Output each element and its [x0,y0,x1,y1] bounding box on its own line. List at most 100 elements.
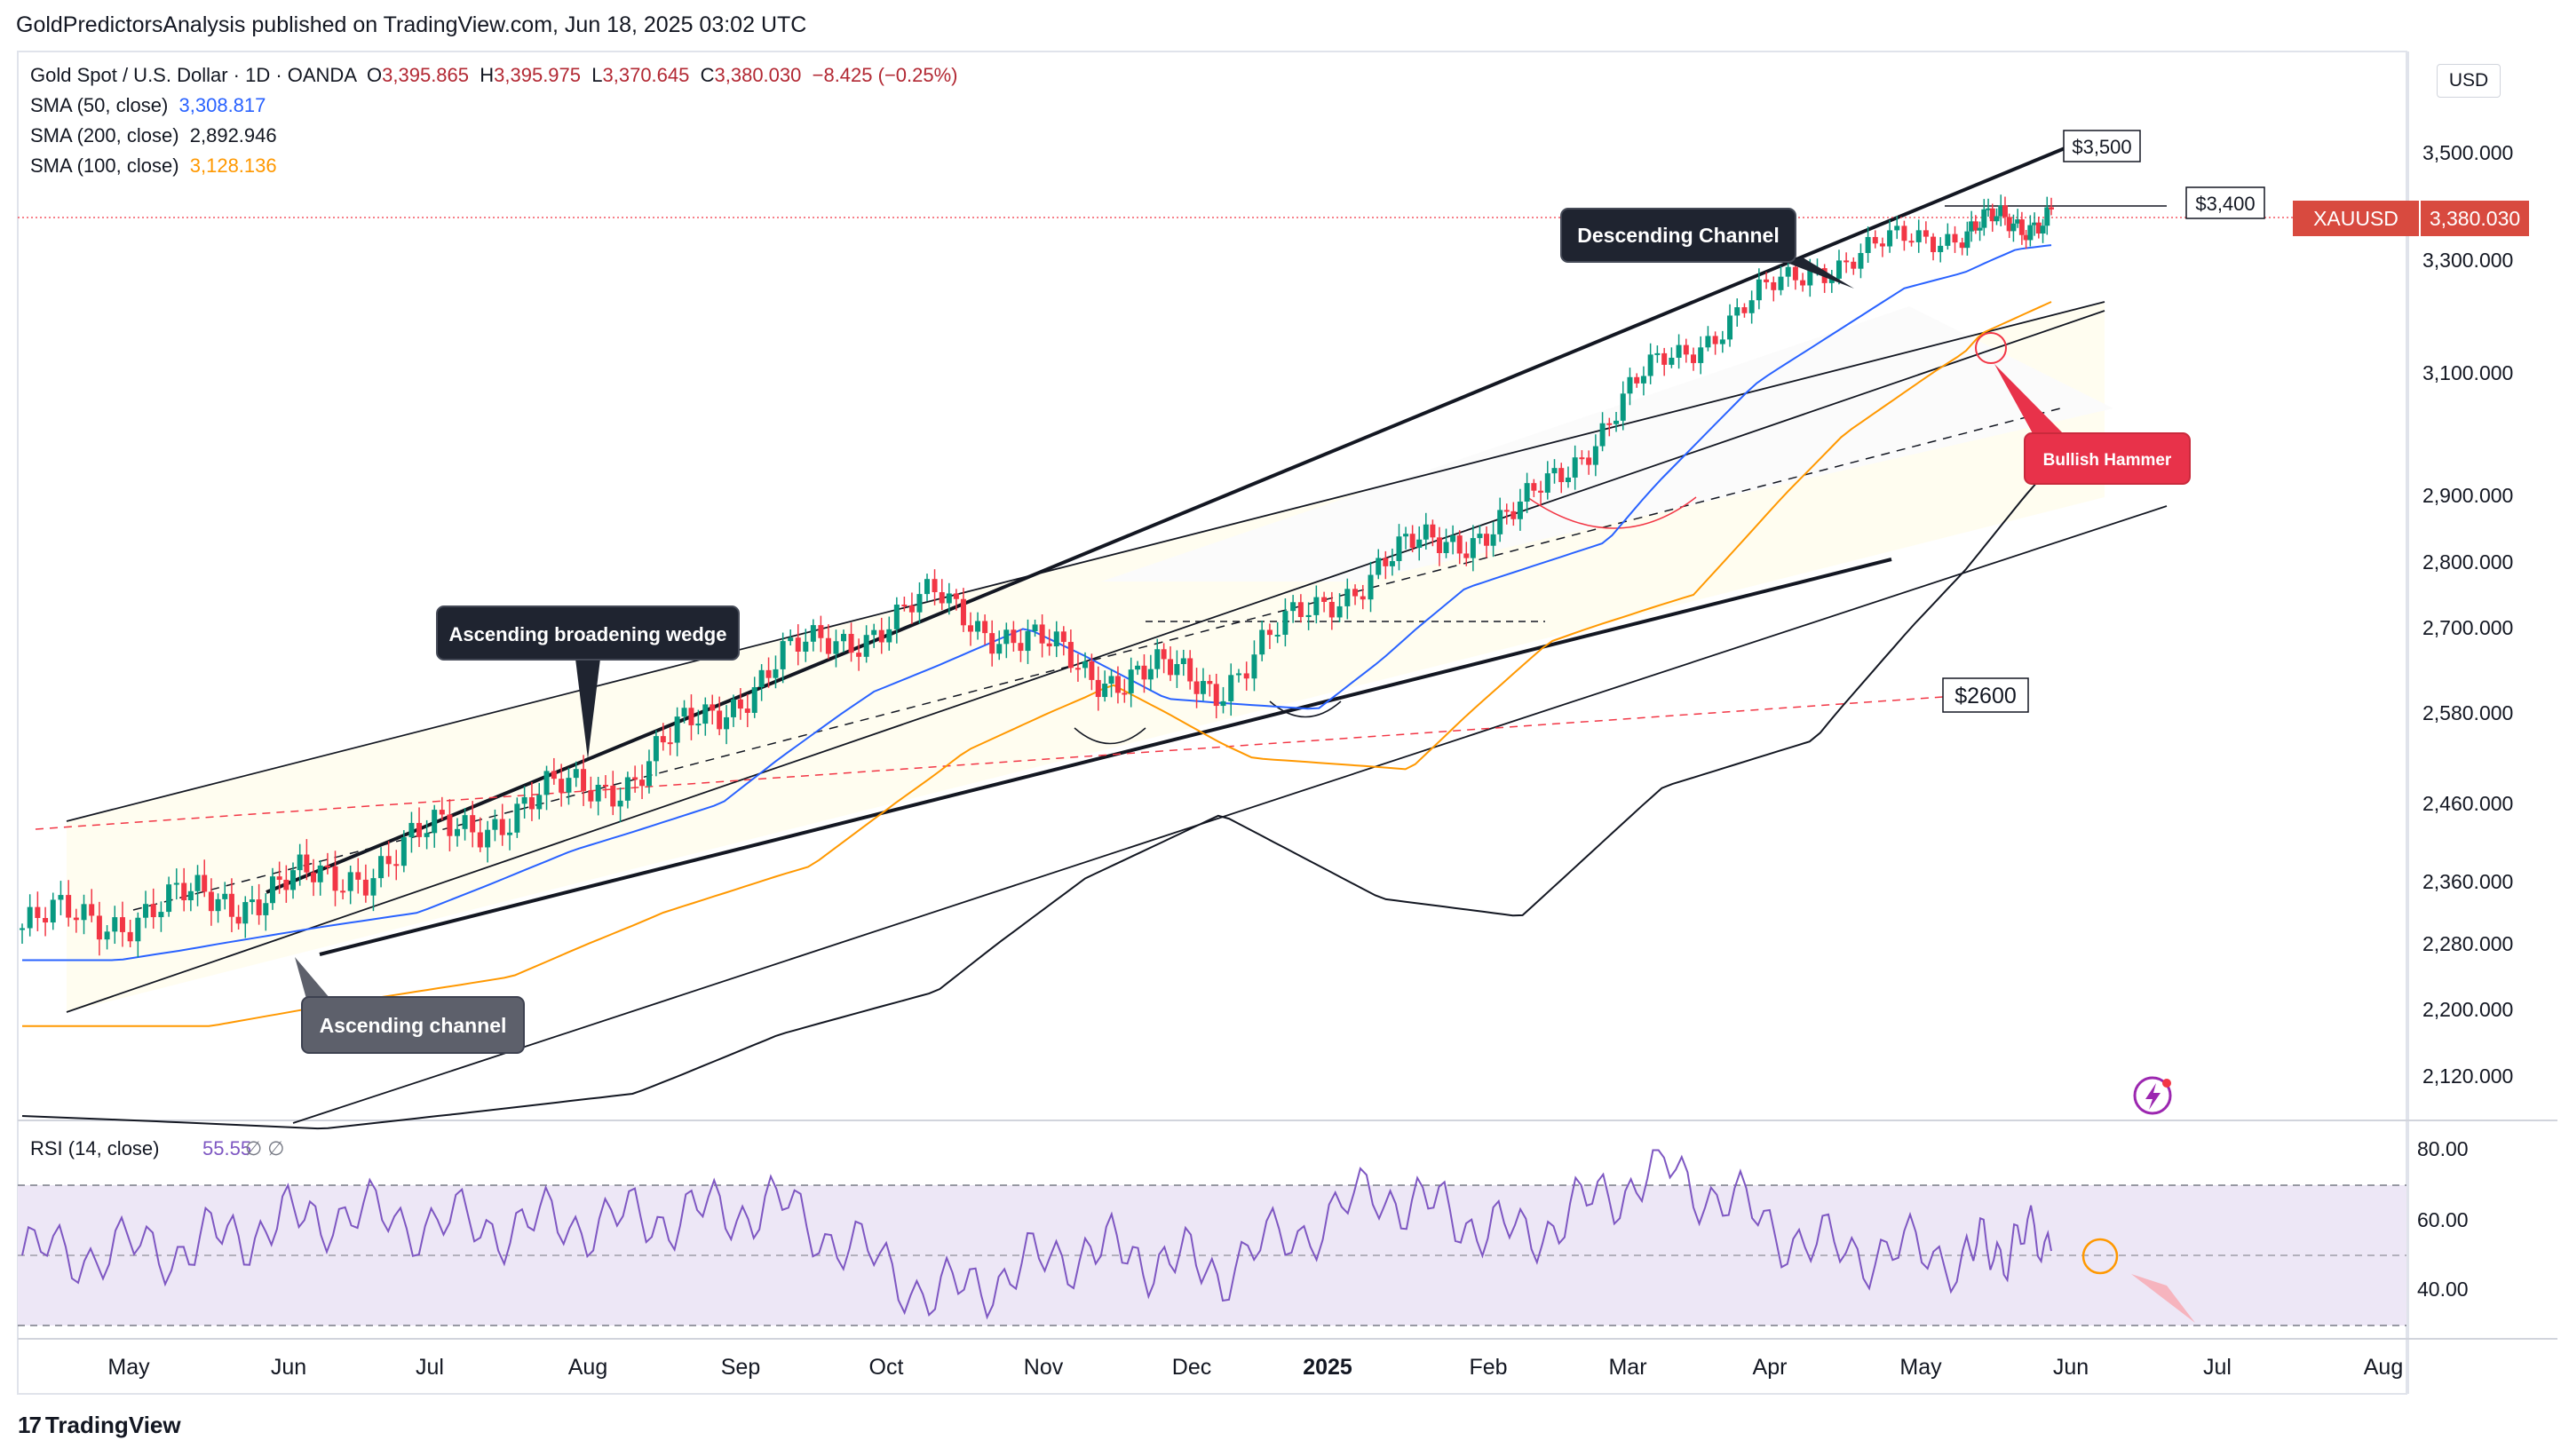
candle-body [1981,209,1987,228]
candle-body [1606,423,1613,425]
candle-body [447,814,453,836]
candle-body [1032,624,1038,631]
candle-body [1344,589,1351,606]
candle-body [975,621,981,632]
candle-body [588,790,594,802]
candle-body [1416,539,1423,549]
candle-body [602,784,608,787]
candle-body [1894,226,1900,231]
candle-body [1282,611,1288,635]
candle-body [1259,629,1265,655]
time-tick-label: Jun [271,1355,306,1380]
candle-body [1207,681,1213,684]
candle-body [187,890,194,901]
candle-body [681,708,687,717]
candle-body [202,874,208,892]
candle-body [1180,658,1186,665]
candle-body [1102,684,1108,698]
candle-body [1544,473,1550,493]
lower-support-line [292,505,2168,1124]
candle-body [150,904,156,918]
candle-body [1477,534,1483,539]
candle-body [1938,245,1944,252]
candle-body [112,917,118,932]
candle-body [1538,490,1544,493]
currency-button[interactable]: USD [2437,64,2501,98]
price-tick-label: 2,800.000 [2422,550,2513,574]
candle-body [551,771,557,779]
candle-body [507,832,513,835]
candle-body [1018,643,1024,652]
candle-body [710,704,716,711]
bullish-hammer-callout: Bullish Hammer [1994,364,2191,485]
candle-body [841,634,847,642]
candle-body [788,637,794,642]
candle-body [1220,700,1226,707]
candle-body [946,593,952,604]
candle-body [566,778,572,793]
tradingview-logo[interactable]: 17 TradingView [18,1412,181,1439]
chart-legend: Gold Spot / U.S. Dollar · 1D · OANDA O3,… [30,60,958,181]
candle-body [717,710,723,730]
price-axis-ticks: 3,500.000 3,300.000 3,100.000 2,900.000 2,80… [2422,141,2513,1088]
candle-body [181,882,187,901]
candle-body [1141,665,1147,680]
candle-body [702,704,709,724]
candle-body [610,785,616,807]
close-label: C [700,64,715,86]
candle-body [1321,597,1328,602]
candle-body [2049,207,2054,210]
candle-body [646,761,652,787]
candle-body [1579,457,1585,460]
candle-body [1274,634,1280,637]
candle-body [848,634,854,653]
candle-body [462,815,468,829]
candle-body [43,918,49,923]
candle-body [573,769,579,779]
rsi-tick-label: 60.00 [2417,1208,2469,1231]
time-tick-label: 2025 [1303,1355,1352,1380]
candle-body [432,810,438,834]
candle-body [1661,352,1668,365]
candle-body [730,699,736,717]
candle-body [617,800,623,807]
candle-body [439,810,445,815]
candle-body [924,579,931,595]
symbol-row: Gold Spot / U.S. Dollar · 1D · OANDA O3,… [30,60,958,91]
price-tick-label: 3,100.000 [2422,361,2513,384]
candle-body [340,890,346,893]
candle-body [470,815,476,833]
candle-body [499,819,505,835]
candle-body [514,803,520,833]
sma50-row[interactable]: SMA (50, close) 3,308.817 [30,91,958,121]
candle-body [878,629,884,643]
low-value: 3,370.645 [602,64,690,86]
candle-body [1614,420,1620,424]
candle-body [1497,510,1503,534]
candle-body [536,795,543,810]
candle-body [1025,630,1031,652]
candle-body [1734,307,1740,316]
candle-body [378,856,385,879]
candle-body [1865,236,1871,253]
candle-body [1484,534,1490,546]
price-tag: XAUUSD 3,380.030 [2293,201,2529,236]
svg-text:$2600: $2600 [1954,684,2017,708]
candle-body [893,605,900,629]
midline-dashed [132,408,2061,911]
candle-body [393,864,400,866]
candle-body [1389,560,1395,566]
candle-body [1627,376,1633,394]
candle-body [400,837,407,866]
candle-body [863,635,869,657]
candle-body [1067,642,1074,669]
time-tick-label: Jul [2203,1355,2232,1380]
sma200-row[interactable]: SMA (200, close) 2,892.946 [30,121,958,151]
candle-body [1654,352,1661,355]
candle-body [73,917,79,921]
candle-body [1503,510,1510,512]
candle-body [953,593,959,599]
candle-body [521,796,527,804]
sma100-row[interactable]: SMA (100, close) 3,128.136 [30,151,958,181]
